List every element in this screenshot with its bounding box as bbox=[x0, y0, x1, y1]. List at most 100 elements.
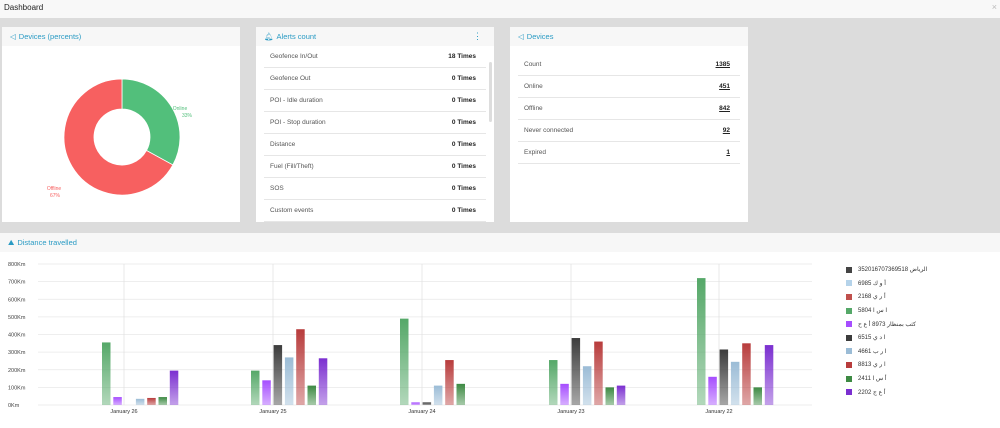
bar[interactable] bbox=[549, 360, 558, 405]
row-label: SOS bbox=[270, 185, 284, 192]
bar[interactable] bbox=[753, 387, 763, 405]
bar[interactable] bbox=[456, 383, 466, 405]
bar[interactable] bbox=[158, 397, 168, 405]
send-icon: ◁ bbox=[518, 32, 524, 41]
device-row: Online 451 bbox=[518, 76, 740, 98]
bar[interactable] bbox=[169, 370, 179, 405]
x-tick-label: January 23 bbox=[557, 409, 584, 415]
legend-item[interactable]: ا د ي 6515 bbox=[846, 331, 927, 345]
close-icon[interactable]: × bbox=[991, 2, 997, 12]
bar[interactable] bbox=[102, 342, 111, 405]
bar[interactable] bbox=[719, 349, 729, 405]
alert-row: SOS 0 Times bbox=[264, 178, 486, 200]
x-tick-label: January 25 bbox=[259, 409, 286, 415]
alert-row: Geofence In/Out 18 Times bbox=[264, 46, 486, 68]
bell-icon: 🔔︎ bbox=[264, 32, 274, 41]
device-row: Count 1385 bbox=[518, 54, 740, 76]
row-value: 0 Times bbox=[451, 97, 476, 104]
donut-slice-offline[interactable] bbox=[63, 78, 174, 196]
legend-swatch-icon bbox=[846, 321, 852, 328]
legend-swatch-icon bbox=[846, 266, 852, 273]
row-label: POI - Stop duration bbox=[270, 119, 326, 126]
y-tick-label: 400Km bbox=[8, 333, 26, 339]
bar[interactable] bbox=[445, 360, 454, 405]
bar[interactable] bbox=[307, 385, 317, 405]
row-value: 0 Times bbox=[451, 185, 476, 192]
legend-item[interactable]: كثب بمنظار 8973 أ ع ح bbox=[846, 317, 927, 331]
distance-travelled-card: ⛰︎ Distance travelled bbox=[0, 233, 1000, 428]
bar[interactable] bbox=[296, 329, 305, 405]
row-label: Geofence In/Out bbox=[270, 53, 318, 60]
legend-swatch-icon bbox=[846, 389, 852, 396]
alert-row: Fuel (Fill/Theft) 0 Times bbox=[264, 156, 486, 178]
legend-label: ا س ا 5804 bbox=[858, 308, 888, 315]
legend-swatch-icon bbox=[846, 375, 852, 382]
bar[interactable] bbox=[616, 385, 626, 405]
bar[interactable] bbox=[730, 361, 740, 405]
bar[interactable] bbox=[605, 387, 615, 405]
legend-item[interactable]: ا ر ب 4661 bbox=[846, 345, 927, 359]
y-tick-label: 700Km bbox=[8, 280, 26, 286]
alert-row: POI - Stop duration 0 Times bbox=[264, 112, 486, 134]
device-row: Offline 842 bbox=[518, 98, 740, 120]
donut-slice-online[interactable] bbox=[121, 78, 181, 166]
bar[interactable] bbox=[433, 385, 443, 405]
legend-item[interactable]: أ ع ج 2202 bbox=[846, 385, 927, 399]
bar[interactable] bbox=[764, 345, 774, 405]
bar[interactable] bbox=[571, 338, 581, 405]
bar[interactable] bbox=[422, 402, 432, 405]
devices-percent-card: ◁ Devices (percents) Online 33% Offline 6… bbox=[2, 27, 240, 222]
row-value[interactable]: 842 bbox=[719, 105, 730, 112]
bar[interactable] bbox=[147, 397, 156, 405]
devices-donut-chart: Online 33% Offline 67% bbox=[47, 78, 193, 199]
bar[interactable] bbox=[560, 383, 569, 405]
bar[interactable] bbox=[262, 380, 271, 405]
scrollbar[interactable] bbox=[489, 62, 492, 122]
legend-swatch-icon bbox=[846, 361, 852, 368]
alerts-count-card: 🔔︎ Alerts count ⋮ Geofence In/Out 18 Times G… bbox=[256, 27, 494, 222]
row-value[interactable]: 92 bbox=[722, 127, 730, 134]
legend-label: أ و ك 6985 bbox=[858, 280, 886, 287]
row-label: Count bbox=[524, 61, 542, 68]
legend-label: ا د ي 6515 bbox=[858, 335, 886, 342]
bar[interactable] bbox=[594, 341, 603, 405]
row-value: 0 Times bbox=[451, 119, 476, 126]
bar[interactable] bbox=[251, 370, 260, 405]
page-title: Dashboard bbox=[4, 3, 44, 12]
devices-card: ◁ Devices Count 1385 Online 451 Offline 842 Nev… bbox=[510, 27, 748, 222]
bar[interactable] bbox=[400, 318, 409, 405]
legend-item[interactable]: الرياض 352016707369518 bbox=[846, 263, 927, 277]
row-value[interactable]: 1385 bbox=[715, 61, 730, 68]
legend-item[interactable]: أ و ك 6985 bbox=[846, 277, 927, 291]
legend-item[interactable]: أ س ا 2411 bbox=[846, 372, 927, 386]
chart-title: Distance travelled bbox=[17, 238, 77, 247]
bar[interactable] bbox=[318, 358, 328, 405]
bar[interactable] bbox=[135, 398, 145, 405]
bar[interactable] bbox=[113, 397, 122, 405]
bar[interactable] bbox=[273, 345, 283, 405]
legend-item[interactable]: ا س ا 5804 bbox=[846, 304, 927, 318]
legend-item[interactable]: ا ر ي 8813 bbox=[846, 358, 927, 372]
bar[interactable] bbox=[708, 376, 717, 405]
row-label: Custom events bbox=[270, 207, 314, 214]
row-label: Never connected bbox=[524, 127, 574, 134]
bar[interactable] bbox=[411, 402, 420, 405]
x-tick-label: January 26 bbox=[110, 409, 137, 415]
device-row: Never connected 92 bbox=[518, 120, 740, 142]
row-label: Online bbox=[524, 83, 543, 90]
row-value[interactable]: 1 bbox=[726, 149, 730, 156]
row-value[interactable]: 451 bbox=[719, 83, 730, 90]
bar[interactable] bbox=[697, 278, 706, 405]
legend-label: ا ر ب 4661 bbox=[858, 348, 887, 355]
row-value: 0 Times bbox=[451, 141, 476, 148]
row-label: Distance bbox=[270, 141, 296, 148]
legend-item[interactable]: أ ر ي 2168 bbox=[846, 290, 927, 304]
more-menu-icon[interactable]: ⋮ bbox=[473, 31, 482, 41]
bar[interactable] bbox=[582, 366, 592, 405]
row-label: POI - Idle duration bbox=[270, 97, 323, 104]
alert-row: Custom events 0 Times bbox=[264, 200, 486, 222]
bar[interactable] bbox=[742, 343, 751, 405]
legend-swatch-icon bbox=[846, 307, 852, 314]
bar[interactable] bbox=[284, 357, 294, 405]
row-label: Fuel (Fill/Theft) bbox=[270, 163, 314, 170]
